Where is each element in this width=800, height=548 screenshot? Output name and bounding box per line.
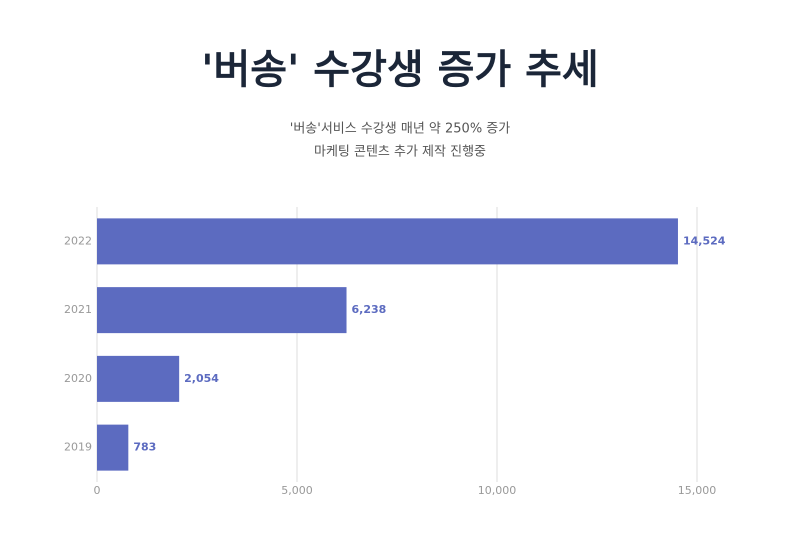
value-label: 2,054 bbox=[184, 372, 219, 385]
y-tick-label: 2022 bbox=[64, 234, 92, 247]
chart-title: '버송' 수강생 증가 추세 bbox=[201, 47, 598, 93]
chart-subtitle: '버송'서비스 수강생 매년 약 250% 증가 bbox=[290, 122, 510, 137]
chart-subtitle: 마케팅 콘텐츠 추가 제작 진행중 bbox=[314, 144, 486, 160]
y-tick-label: 2020 bbox=[64, 372, 92, 385]
y-tick-label: 2019 bbox=[64, 441, 92, 454]
bar bbox=[97, 424, 129, 471]
x-tick-label: 15,000 bbox=[678, 484, 717, 497]
value-label: 14,524 bbox=[683, 234, 726, 247]
value-label: 783 bbox=[133, 441, 156, 454]
value-label: 6,238 bbox=[352, 303, 387, 316]
x-tick-label: 10,000 bbox=[478, 484, 517, 497]
bar bbox=[97, 287, 347, 334]
bar bbox=[97, 218, 678, 265]
bar bbox=[97, 355, 180, 402]
y-tick-label: 2021 bbox=[64, 303, 92, 316]
x-tick-label: 5,000 bbox=[281, 484, 313, 497]
x-tick-label: 0 bbox=[94, 484, 101, 497]
